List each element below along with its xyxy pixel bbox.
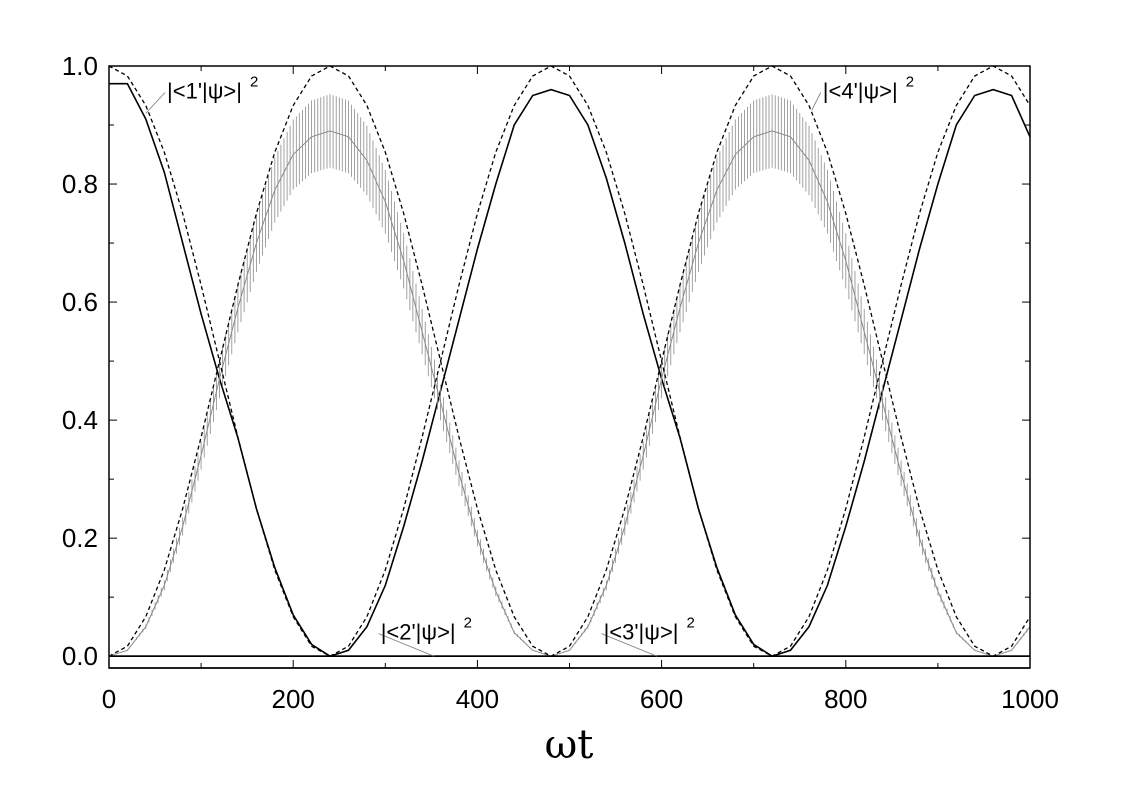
annotation-superscript: 2 bbox=[906, 73, 914, 90]
annotation-label: |<1'|ψ>| bbox=[167, 78, 242, 103]
x-tick-label: 400 bbox=[456, 684, 499, 714]
x-tick-label: 800 bbox=[824, 684, 867, 714]
series-line-4 bbox=[108, 130, 1031, 657]
annotation-leader-line bbox=[601, 633, 658, 657]
y-tick-label: 0.6 bbox=[62, 287, 98, 317]
y-tick-label: 0.0 bbox=[62, 641, 98, 671]
annotation-label: |<3'|ψ>| bbox=[604, 620, 679, 645]
x-tick-label: 200 bbox=[272, 684, 315, 714]
annotation-leader-line bbox=[145, 92, 166, 114]
plot-frame bbox=[108, 65, 1031, 669]
annotations: |<1'|ψ>| 2 |<4'|ψ>| 2 |<2'|ψ>| 2 |<3'|ψ>| 2 bbox=[145, 73, 914, 657]
x-tick-label: 0 bbox=[102, 684, 116, 714]
x-axis-title: ωt bbox=[545, 722, 594, 768]
x-ticks: 0 200 400 600 800 1000 bbox=[102, 66, 1059, 714]
y-tick-label: 0.4 bbox=[62, 405, 98, 435]
plot-series bbox=[108, 65, 1031, 658]
x-tick-label: 600 bbox=[640, 684, 683, 714]
series-line-1 bbox=[109, 82, 1031, 658]
x-tick-label: 1000 bbox=[1001, 684, 1059, 714]
annotation-leader-line bbox=[378, 633, 435, 657]
annotation-superscript: 2 bbox=[250, 73, 258, 90]
y-tick-label: 0.8 bbox=[62, 169, 98, 199]
y-ticks: 0.0 0.2 0.4 0.6 0.8 1.0 bbox=[62, 51, 1030, 671]
series-line-sin-envelope bbox=[108, 65, 1031, 657]
y-tick-label: 0.2 bbox=[62, 523, 98, 553]
series-line-cos-envelope bbox=[108, 65, 1031, 657]
y-tick-label: 1.0 bbox=[62, 51, 98, 81]
annotation-label: |<4'|ψ>| bbox=[823, 78, 898, 103]
annotation-superscript: 2 bbox=[464, 615, 472, 632]
annotation-label: |<2'|ψ>| bbox=[381, 620, 456, 645]
annotation-leader-line bbox=[811, 92, 822, 111]
annotation-superscript: 2 bbox=[687, 615, 695, 632]
